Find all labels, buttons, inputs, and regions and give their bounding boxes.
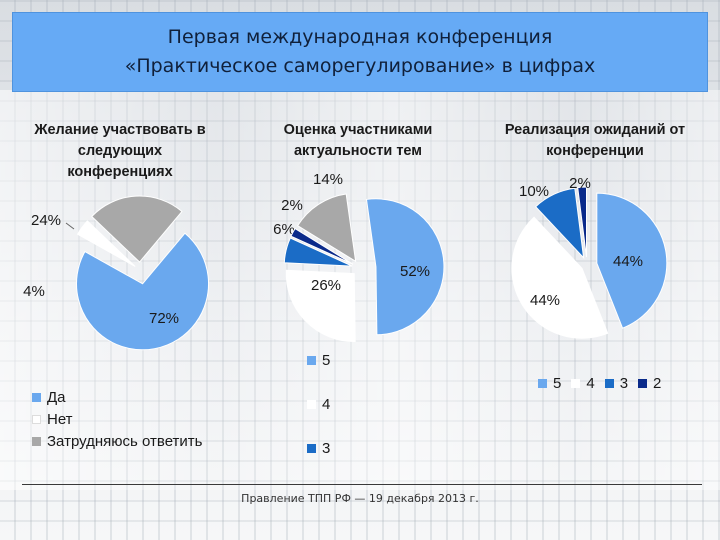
slide-header: Первая международная конференция «Практи…: [12, 12, 708, 92]
chart1-title: Желание участвовать в следующих конферен…: [20, 120, 220, 183]
legend-label: 3: [619, 374, 629, 392]
chart1-title-line: следующих: [77, 143, 163, 159]
legend-swatch: [307, 399, 316, 409]
legend-swatch: [32, 414, 41, 424]
legend-item: Да: [32, 386, 202, 408]
legend-item: 4: [571, 372, 595, 394]
legend-swatch: [307, 355, 316, 365]
legend-label: 4: [322, 395, 331, 413]
pie-slice-2-1: [511, 216, 609, 339]
chart1-title-line: конференциях: [67, 164, 173, 180]
legend-item: Затрудняюсь ответить: [32, 430, 202, 452]
pie-slice-1-3: [290, 227, 354, 265]
legend-swatch: [307, 443, 316, 453]
chart2-title-line: актуальности тем: [293, 143, 423, 159]
chart1-title-line: Желание участвовать в: [34, 122, 206, 138]
pie-slice-0-0: [76, 232, 209, 351]
legend-label: 4: [586, 374, 595, 392]
legend-swatch: [32, 392, 41, 402]
pie-data-label: 4%: [23, 283, 45, 300]
chart3-title-line: Реализация ожиданий от: [504, 122, 686, 138]
legend-label: Затрудняюсь ответить: [47, 432, 203, 450]
legend-label: Нет: [47, 410, 73, 428]
pie-slice-1-4: [297, 193, 357, 263]
pie-data-label: 72%: [149, 310, 179, 327]
pie-slice-1-1: [285, 269, 356, 343]
legend-item: Нет: [32, 408, 202, 430]
pie-slice-0-2: [91, 195, 183, 263]
legend-label: 5: [322, 351, 331, 369]
legend-item: 4: [307, 382, 330, 426]
legend-label: Да: [47, 388, 66, 406]
chart2-legend: 5 4 3: [307, 338, 330, 470]
legend-label: 3: [322, 439, 331, 457]
legend-swatch: [571, 378, 581, 388]
pie-data-label: 2%: [281, 197, 303, 214]
pie-slice-0-1: [76, 220, 136, 267]
pie-slice-1-2: [283, 237, 353, 267]
header-title-line2: «Практическое саморегулирование» в цифра…: [124, 55, 596, 77]
legend-label: 2: [653, 374, 662, 392]
pie-data-label: 26%: [311, 277, 341, 294]
legend-label: 5: [553, 374, 562, 392]
legend-swatch: [32, 436, 41, 446]
chart3-legend: 5 4 3 2: [538, 372, 661, 394]
chart1-legend: Да Нет Затрудняюсь ответить: [32, 386, 202, 452]
legend-swatch: [638, 378, 648, 388]
legend-item: 5: [307, 338, 330, 382]
pie-slice-2-0: [596, 192, 668, 329]
legend-item: 3: [604, 372, 629, 394]
chart2-title-line: Оценка участниками: [283, 122, 433, 138]
legend-swatch: [538, 378, 547, 388]
pie-data-label: 52%: [400, 263, 430, 280]
legend-swatch: [604, 378, 614, 388]
chart1-pie: 72% 4% 24%: [23, 195, 209, 351]
pie-data-label: 10%: [519, 183, 549, 200]
chart3-pie: 44% 44% 10% 2%: [511, 175, 668, 339]
pie-slice-1-0: [365, 198, 445, 336]
footer-text: Правление ТПП РФ — 19 декабря 2013 г.: [241, 492, 479, 505]
pie-data-label: 14%: [313, 171, 343, 188]
pie-data-label: 6%: [273, 221, 295, 238]
leader-line: [65, 222, 75, 230]
pie-data-label: 44%: [530, 292, 560, 309]
chart2-title: Оценка участниками актуальности тем: [258, 120, 458, 162]
pie-data-label: 44%: [613, 253, 643, 270]
legend-item: 3: [307, 426, 330, 470]
chart3-title-line: конференции: [546, 143, 644, 159]
header-title-line1: Первая международная конференция: [167, 26, 553, 48]
pie-slice-2-3: [577, 186, 587, 258]
legend-item: 5: [538, 372, 561, 394]
pie-data-label: 24%: [31, 212, 61, 229]
chart3-title: Реализация ожиданий от конференции: [480, 120, 710, 162]
pie-slice-2-2: [534, 187, 585, 260]
footer-divider: [22, 484, 702, 485]
pie-data-label: 2%: [569, 175, 591, 192]
legend-item: 2: [638, 372, 661, 394]
chart2-pie: 52% 26% 6% 2% 14%: [273, 171, 445, 343]
